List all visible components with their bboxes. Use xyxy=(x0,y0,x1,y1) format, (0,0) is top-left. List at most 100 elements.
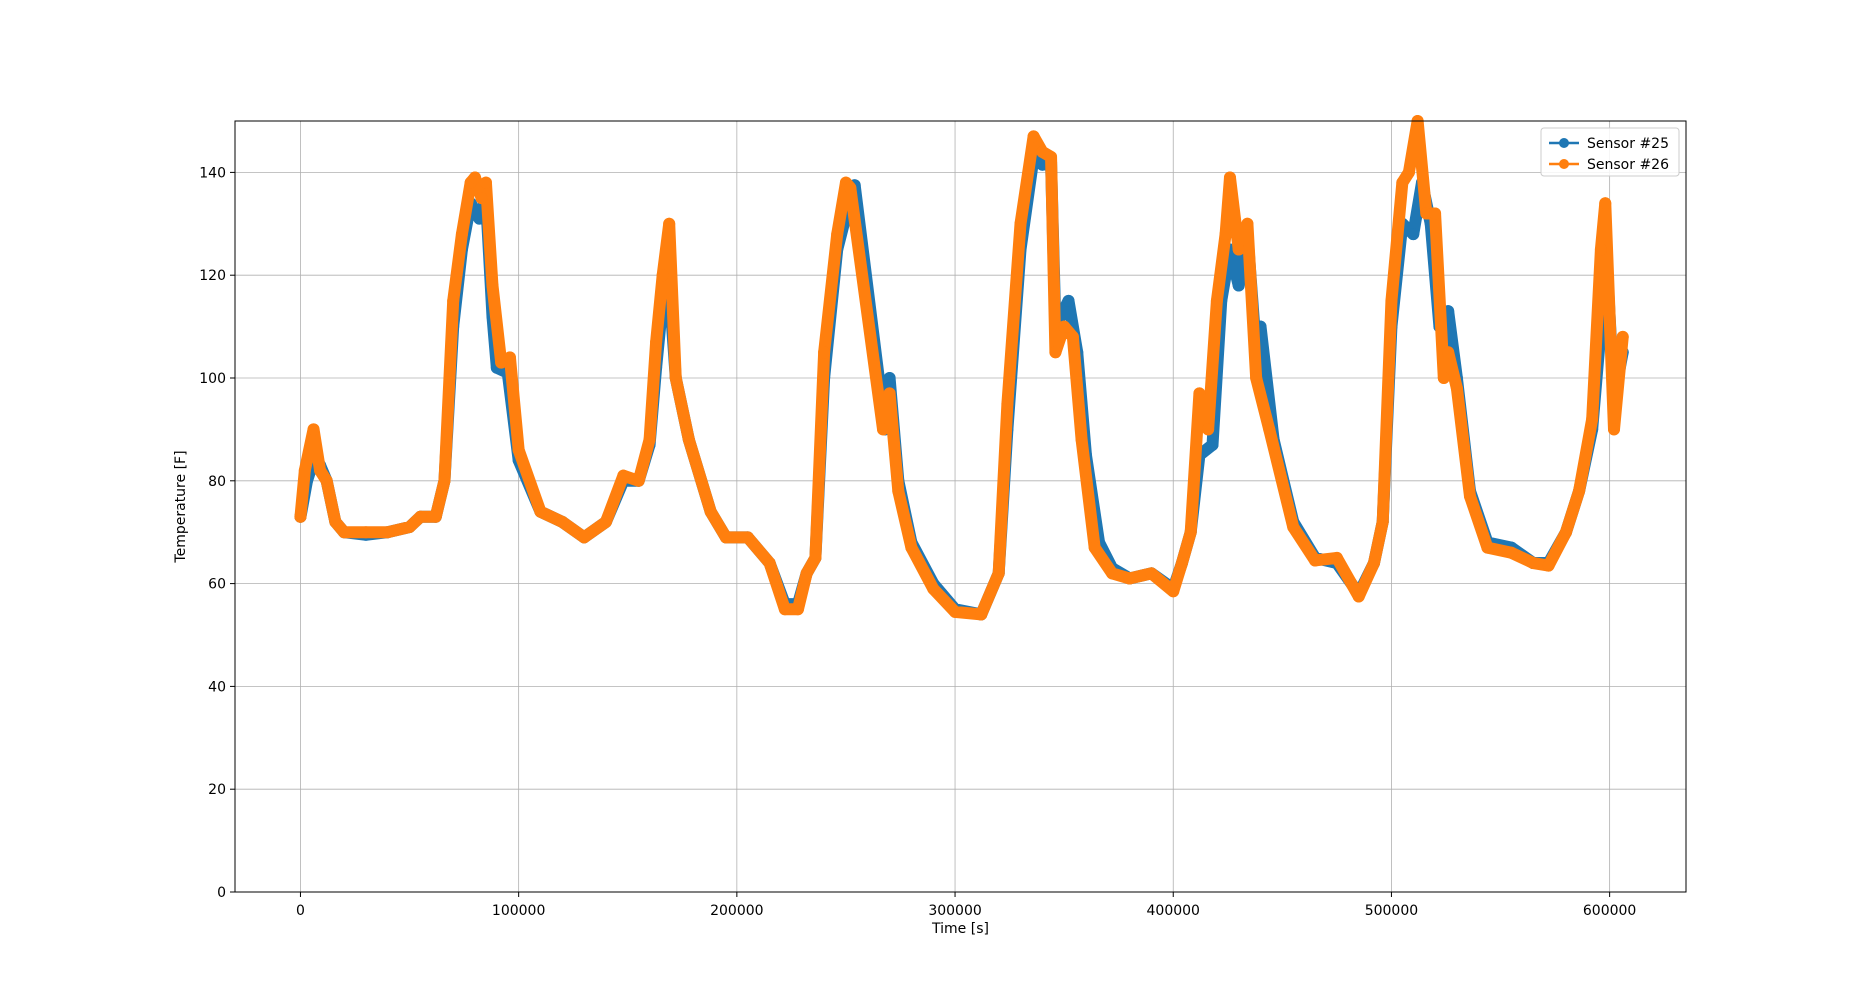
data-point xyxy=(809,551,822,564)
legend-label: Sensor #25 xyxy=(1587,136,1669,152)
legend-item: Sensor #25 xyxy=(1549,136,1669,152)
data-point xyxy=(429,510,442,523)
x-tick-label: 500000 xyxy=(1365,903,1418,919)
data-point xyxy=(1232,243,1245,256)
data-point xyxy=(844,181,857,194)
series-layer xyxy=(294,115,1629,621)
y-tick-label: 80 xyxy=(208,474,226,490)
x-tick-label: 100000 xyxy=(492,903,545,919)
y-tick-label: 60 xyxy=(208,577,226,593)
data-point xyxy=(1407,228,1420,241)
legend: Sensor #25 Sensor #26 xyxy=(1540,127,1680,177)
data-point xyxy=(1223,171,1236,184)
data-point xyxy=(1232,279,1245,292)
data-point xyxy=(800,567,813,580)
data-point xyxy=(741,531,754,544)
data-point xyxy=(704,505,717,518)
data-point xyxy=(475,192,488,205)
data-point xyxy=(495,356,508,369)
data-point xyxy=(314,464,327,477)
data-point xyxy=(1599,197,1612,210)
data-point xyxy=(1287,521,1300,534)
data-point xyxy=(1066,330,1079,343)
data-point xyxy=(656,269,669,282)
data-point xyxy=(599,515,612,528)
data-point xyxy=(1145,567,1158,580)
data-point xyxy=(663,217,676,230)
data-point xyxy=(1036,145,1049,158)
x-tick-label: 600000 xyxy=(1583,903,1636,919)
data-point xyxy=(1123,572,1136,585)
data-point xyxy=(438,474,451,487)
data-point xyxy=(1045,150,1058,163)
data-point xyxy=(469,171,482,184)
data-point xyxy=(359,526,372,539)
data-point xyxy=(1527,557,1540,570)
data-point xyxy=(1352,590,1365,603)
data-point xyxy=(1219,228,1232,241)
y-tick-label: 140 xyxy=(199,165,226,181)
data-point xyxy=(320,474,333,487)
data-point xyxy=(1437,372,1450,384)
data-point xyxy=(1573,485,1586,498)
data-point xyxy=(1330,551,1343,564)
data-point xyxy=(329,515,342,528)
data-point xyxy=(512,443,525,456)
data-point xyxy=(778,603,791,616)
data-point xyxy=(556,515,569,528)
y-tick-label: 120 xyxy=(199,268,226,284)
data-point xyxy=(294,510,307,523)
data-point xyxy=(414,510,427,523)
data-point xyxy=(1463,490,1476,503)
y-axis-label: Temperature [F] xyxy=(173,450,189,563)
data-point xyxy=(1062,294,1075,307)
data-point xyxy=(1367,557,1380,570)
data-point xyxy=(381,526,394,539)
data-point xyxy=(883,372,896,384)
data-point xyxy=(831,228,844,241)
data-point xyxy=(486,279,499,292)
data-point xyxy=(403,521,416,534)
data-point xyxy=(1586,413,1599,426)
data-point xyxy=(1309,554,1322,567)
data-point xyxy=(949,605,962,618)
legend-item: Sensor #26 xyxy=(1549,157,1669,173)
data-point xyxy=(883,387,896,400)
data-point xyxy=(1014,217,1027,230)
data-point xyxy=(1263,423,1276,436)
data-point xyxy=(1193,387,1206,400)
data-point xyxy=(1106,567,1119,580)
data-point xyxy=(307,423,320,436)
x-tick-label: 300000 xyxy=(928,903,981,919)
data-point xyxy=(479,176,492,189)
data-point xyxy=(763,557,776,570)
data-point xyxy=(1442,346,1455,359)
data-point xyxy=(1202,423,1215,436)
data-point xyxy=(975,608,988,621)
data-point xyxy=(669,372,682,384)
data-point xyxy=(905,541,918,554)
data-point xyxy=(578,531,591,544)
data-point xyxy=(643,433,656,446)
data-point xyxy=(1001,397,1014,410)
series-2 xyxy=(294,115,1629,621)
data-point xyxy=(1175,557,1188,570)
data-point xyxy=(650,336,663,349)
data-point xyxy=(1559,526,1572,539)
data-point xyxy=(1402,166,1415,179)
data-point xyxy=(1210,294,1223,307)
data-point xyxy=(298,464,311,477)
x-tick-label: 200000 xyxy=(710,903,763,919)
tick-layer: 0 100000 200000 300000 400000 500000 600000 0 20… xyxy=(199,165,1636,919)
data-point xyxy=(1075,433,1088,446)
data-point xyxy=(617,469,630,482)
data-point xyxy=(1385,294,1398,307)
data-point xyxy=(1505,546,1518,559)
data-point xyxy=(1049,346,1062,359)
data-point xyxy=(1376,515,1389,528)
legend-label: Sensor #26 xyxy=(1587,157,1669,173)
data-point xyxy=(818,346,831,359)
data-point xyxy=(338,526,351,539)
data-point xyxy=(992,567,1005,580)
data-point xyxy=(682,433,695,446)
